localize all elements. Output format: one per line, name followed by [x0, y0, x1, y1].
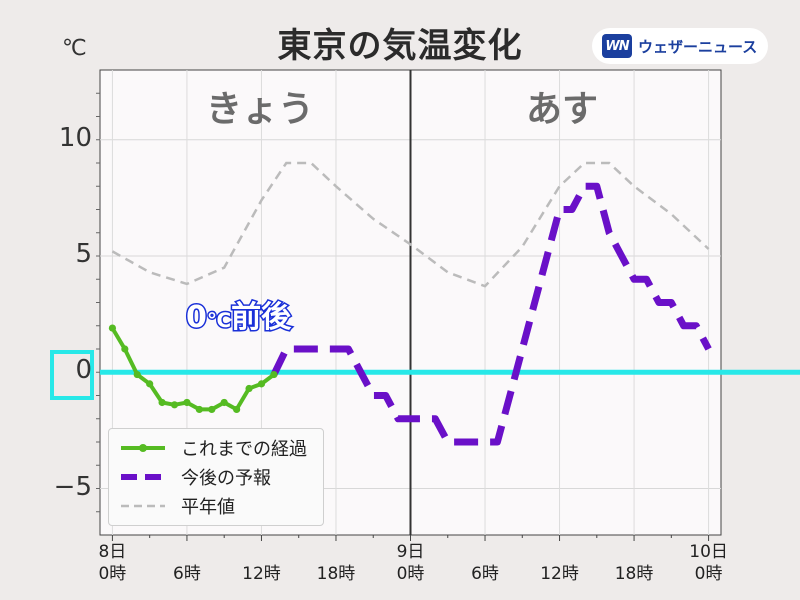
- legend-item-forecast: 今後の予報: [119, 463, 271, 491]
- series-normal-line: [111, 161, 710, 288]
- y-tick-label: 5: [75, 239, 92, 269]
- observed-point: [121, 345, 129, 353]
- legend-swatch-observed: [121, 444, 165, 452]
- legend-item-normal: 平年値: [119, 492, 235, 520]
- y-tick-label: 10: [58, 122, 92, 153]
- observed-point: [245, 384, 253, 393]
- legend-swatch-forecast: [121, 474, 165, 480]
- x-tick-label: 9日 0時: [396, 542, 425, 584]
- observed-point: [108, 324, 117, 332]
- observed-point: [233, 405, 241, 414]
- x-tick-label: 6時: [471, 564, 499, 584]
- x-tick-label: 6時: [173, 564, 201, 584]
- series-forecast-line: [270, 182, 712, 446]
- legend-item-observed: これまでの経過: [119, 434, 307, 462]
- observed-point: [220, 398, 228, 407]
- weathernews-logo-icon: WN: [602, 34, 632, 58]
- annotation-text: 前後: [230, 299, 293, 337]
- x-tick-label: 18時: [316, 564, 356, 584]
- brand-name: ウェザーニュース: [638, 37, 758, 56]
- y-tick-label: −5: [53, 471, 92, 502]
- observed-point: [170, 401, 179, 409]
- x-tick-label: 12時: [540, 564, 579, 584]
- observed-point: [146, 380, 154, 388]
- x-tick-label: 12時: [242, 564, 281, 584]
- x-tick-label: 10日 0時: [689, 542, 728, 584]
- day-label-tomorrow: あす: [526, 89, 599, 130]
- x-tick-label: 8日 0時: [98, 542, 127, 584]
- y-unit-label: ℃: [62, 36, 87, 61]
- day-label-today: きょう: [206, 89, 315, 130]
- brand-logo: WN ウェザーニュース: [592, 28, 768, 64]
- observed-point: [133, 370, 141, 379]
- observed-point: [257, 380, 266, 388]
- x-tick-label: 18時: [614, 564, 654, 584]
- legend-label-normal: 平年値: [181, 497, 235, 518]
- y-tick-label: 0: [75, 355, 92, 386]
- chart-title: 東京の気温変化: [277, 26, 523, 66]
- annotation-around-zero: 0℃前後: [185, 292, 293, 337]
- observed-point: [270, 370, 278, 379]
- legend-label-forecast: 今後の予報: [181, 468, 271, 489]
- legend-swatch-normal: [121, 504, 165, 508]
- legend-label-observed: これまでの経過: [181, 439, 307, 460]
- annotation-value: 0: [185, 299, 209, 337]
- observed-point: [208, 405, 216, 414]
- observed-point: [158, 398, 166, 407]
- observed-point: [183, 398, 191, 407]
- annotation-degree: ℃: [205, 307, 232, 334]
- legend: これまでの経過 今後の予報 平年値: [108, 428, 324, 526]
- zero-highlight-box: [50, 350, 94, 400]
- observed-point: [195, 405, 203, 414]
